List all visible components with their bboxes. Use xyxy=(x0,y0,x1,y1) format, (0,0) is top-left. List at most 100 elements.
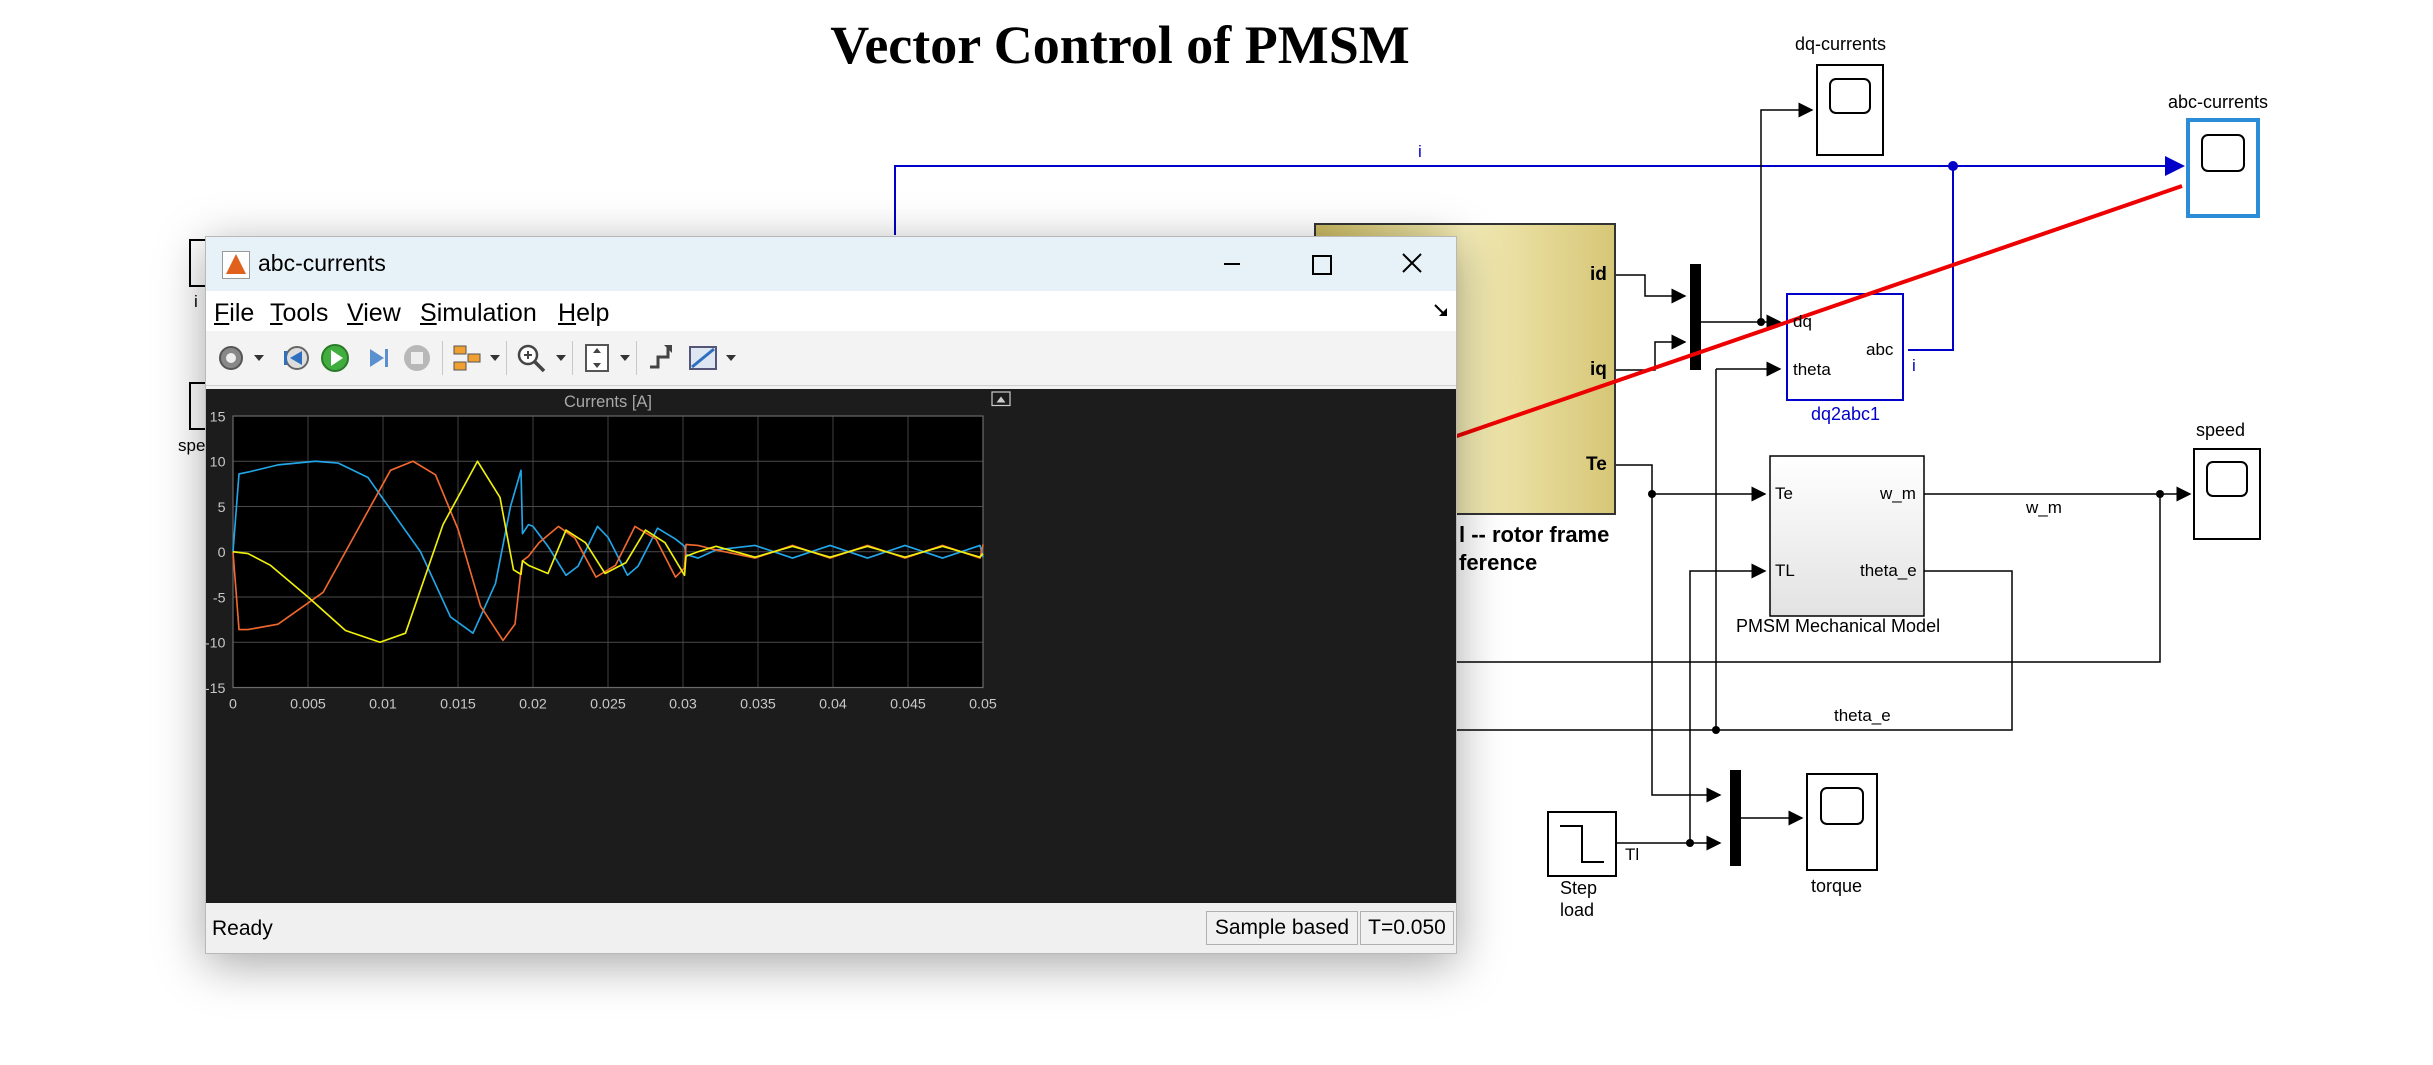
port-iq: iq xyxy=(1590,359,1607,380)
x-tick-label: 0.035 xyxy=(740,697,776,713)
measurement-icon[interactable] xyxy=(686,341,720,375)
close-icon xyxy=(1402,253,1422,273)
close-button[interactable] xyxy=(1386,245,1436,283)
speed-scope[interactable] xyxy=(2193,448,2261,540)
mux-1[interactable] xyxy=(1690,264,1701,370)
status-bar: Ready Sample based T=0.050 xyxy=(206,903,1456,953)
branch-point xyxy=(1712,726,1720,734)
toolbar-separator xyxy=(506,341,507,375)
line-w-m-feedback[interactable] xyxy=(1455,494,2161,663)
minimize-button[interactable] xyxy=(1206,245,1256,283)
zoom-icon[interactable] xyxy=(514,341,548,375)
signal-label-i-small: i xyxy=(1912,356,1916,375)
signal-line-abc[interactable] xyxy=(1908,166,1954,351)
port-dq: dq xyxy=(1793,312,1812,331)
branch-point xyxy=(1686,839,1694,847)
step-forward-icon[interactable] xyxy=(360,341,394,375)
series-phase-c-line xyxy=(232,460,984,644)
line-iq[interactable] xyxy=(1616,334,1687,371)
run-icon[interactable] xyxy=(318,341,352,375)
toolbar-separator xyxy=(636,341,637,375)
step-label-2: load xyxy=(1560,900,1595,920)
torque-scope[interactable] xyxy=(1806,773,1878,871)
x-tick-label: 0 xyxy=(229,697,237,713)
highlight-icon[interactable] xyxy=(644,341,678,375)
x-tick-label: 0.04 xyxy=(819,697,847,713)
currents-chart[interactable]: 0 0.005 0.01 0.015 0.02 0.025 0.03 0.035 0.04 0.0… xyxy=(205,389,1456,903)
matlab-icon xyxy=(222,251,250,279)
fit-axes-icon[interactable] xyxy=(580,341,614,375)
scope-window: abc-currents File Tools View Simulation … xyxy=(205,236,1457,954)
window-title: abc-currents xyxy=(258,250,386,276)
port-tl-in: TL xyxy=(1775,561,1795,580)
left-block-label-1: i xyxy=(194,292,198,311)
x-tick-label: 0.01 xyxy=(369,697,397,713)
port-te-out: Te xyxy=(1586,454,1607,475)
measurement-dropdown-arrow[interactable] xyxy=(726,355,736,361)
scope-toolbar xyxy=(206,331,1456,386)
status-sample-based: Sample based xyxy=(1206,911,1358,945)
y-tick-label: 15 xyxy=(210,409,226,425)
menu-file[interactable]: File xyxy=(214,299,255,327)
abc-currents-label: abc-currents xyxy=(2168,92,2269,112)
window-titlebar[interactable]: abc-currents xyxy=(206,237,1456,291)
abc-currents-scope[interactable] xyxy=(2186,118,2260,218)
x-tick-label: 0.045 xyxy=(890,697,926,713)
plot-area[interactable]: 0 0.005 0.01 0.015 0.02 0.025 0.03 0.035 0.04 0.0… xyxy=(205,389,1456,903)
dock-icon[interactable] xyxy=(1431,301,1451,321)
electrical-block-name-2: ference xyxy=(1459,550,1538,575)
step-back-icon[interactable] xyxy=(278,341,312,375)
settings-dropdown-arrow[interactable] xyxy=(254,355,264,361)
stop-icon[interactable] xyxy=(400,341,434,375)
pmsm-mechanical-block[interactable] xyxy=(1769,455,1925,617)
maximize-icon xyxy=(1312,255,1332,275)
line-theta-e[interactable] xyxy=(1455,570,2013,731)
menu-tools[interactable]: Tools xyxy=(270,299,329,327)
line-tl[interactable] xyxy=(1689,563,1767,843)
line-te-torque[interactable] xyxy=(1616,464,1722,803)
signal-label-tl: Tl xyxy=(1625,845,1640,864)
menu-bar: File Tools View Simulation Help xyxy=(206,291,1456,331)
model-title: Vector Control of PMSM xyxy=(830,15,1410,75)
line-id[interactable] xyxy=(1616,274,1687,304)
signal-dropdown-arrow[interactable] xyxy=(490,355,500,361)
port-abc: abc xyxy=(1866,340,1894,359)
speed-label: speed xyxy=(2196,420,2246,440)
step-icon xyxy=(1560,825,1604,863)
signal-label-i: i xyxy=(1418,142,1422,161)
zoom-dropdown-arrow[interactable] xyxy=(556,355,566,361)
branch-point xyxy=(1648,490,1656,498)
step-label-1: Step xyxy=(1560,878,1598,898)
dq2abc-label: dq2abc1 xyxy=(1811,404,1881,424)
fit-dropdown-arrow[interactable] xyxy=(620,355,630,361)
minimize-icon xyxy=(1224,263,1240,265)
electrical-block-name-1: l -- rotor frame xyxy=(1459,522,1610,547)
mechanical-block-label: PMSM Mechanical Model xyxy=(1736,616,1941,636)
port-id: id xyxy=(1590,264,1607,285)
maximize-button[interactable] xyxy=(1296,245,1346,283)
menu-help[interactable]: Help xyxy=(558,299,610,327)
x-tick-label: 0.02 xyxy=(519,697,547,713)
y-tick-label: 10 xyxy=(210,455,226,471)
signal-select-icon[interactable] xyxy=(450,341,484,375)
scope-icon xyxy=(2206,461,2248,497)
mux-2[interactable] xyxy=(1730,770,1741,866)
y-tick-label: -10 xyxy=(206,636,226,652)
settings-icon[interactable] xyxy=(214,341,248,375)
highlight-pointer-line xyxy=(1427,184,2183,448)
menu-simulation[interactable]: Simulation xyxy=(420,299,537,327)
toolbar-separator xyxy=(572,341,573,375)
menu-view[interactable]: View xyxy=(347,299,401,327)
signal-line-i[interactable] xyxy=(894,156,2185,235)
series-phase-a-line xyxy=(232,460,984,635)
y-tick-label: -5 xyxy=(213,590,226,606)
scope-icon xyxy=(1820,787,1864,825)
y-tick-label: 5 xyxy=(218,500,226,516)
chart-title: Currents [A] xyxy=(564,393,652,411)
x-tick-label: 0.015 xyxy=(440,697,476,713)
line-to-dq-scope[interactable] xyxy=(1760,102,1814,322)
undock-icon[interactable] xyxy=(991,391,1011,407)
x-tick-label: 0.025 xyxy=(590,697,626,713)
dq2abc-block[interactable] xyxy=(1786,293,1904,401)
signal-label-theta-e: theta_e xyxy=(1834,706,1891,725)
